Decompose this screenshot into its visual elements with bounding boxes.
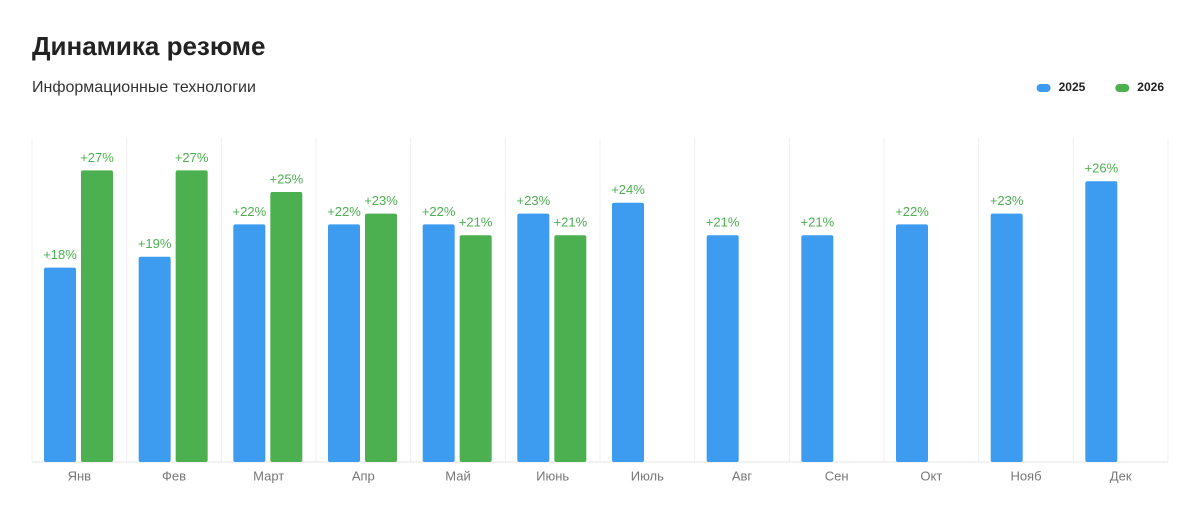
value-label: +26% (1085, 161, 1119, 176)
x-tick-label: Фев (162, 468, 186, 483)
value-label: +24% (611, 182, 645, 197)
bar (801, 235, 834, 462)
bar (365, 213, 397, 462)
value-label: +23% (517, 193, 551, 208)
x-tick-label: Окт (920, 468, 942, 483)
x-tick-label: Июнь (536, 468, 569, 483)
legend-label: 2026 (1137, 80, 1164, 94)
chart-title: Динамика резюме (32, 31, 265, 61)
x-tick-label: Дек (1110, 468, 1132, 483)
bar (554, 235, 587, 462)
bar (990, 213, 1023, 462)
bar (175, 170, 208, 462)
value-label: +22% (422, 204, 456, 219)
x-tick-label: Апр (352, 468, 375, 483)
value-label: +25% (270, 171, 304, 186)
value-label: +22% (895, 204, 929, 219)
bar (44, 267, 76, 462)
value-label: +23% (990, 193, 1024, 208)
legend-swatch (1115, 84, 1130, 92)
value-label: +22% (233, 204, 267, 219)
x-tick-label: Авг (732, 468, 753, 483)
value-label: +27% (80, 150, 114, 165)
value-label: +18% (43, 247, 77, 262)
value-label: +27% (175, 150, 209, 165)
bar (706, 235, 739, 462)
bar (328, 224, 360, 462)
x-tick-label: Май (445, 468, 470, 483)
value-label: +22% (327, 204, 361, 219)
bar (517, 213, 550, 462)
bar (233, 224, 266, 462)
bar (459, 235, 492, 462)
value-label: +23% (364, 193, 398, 208)
x-tick-label: Март (253, 468, 284, 483)
bar (81, 170, 113, 462)
x-tick-label: Июль (631, 468, 664, 483)
legend-label: 2025 (1059, 80, 1086, 94)
value-label: +21% (801, 215, 835, 230)
value-label: +21% (459, 215, 493, 230)
x-tick-label: Сен (825, 468, 849, 483)
bar (270, 192, 303, 462)
bar (1085, 181, 1118, 462)
value-label: +21% (554, 215, 588, 230)
value-label: +21% (706, 215, 740, 230)
bar (612, 202, 644, 463)
bar (896, 224, 928, 462)
x-tick-label: Янв (68, 468, 92, 483)
x-tick-label: Нояб (1010, 468, 1041, 483)
bar (138, 256, 171, 462)
legend-swatch (1036, 84, 1051, 92)
value-label: +19% (138, 236, 172, 251)
chart-subtitle: Информационные технологии (32, 79, 256, 96)
bar (422, 224, 455, 462)
legend: 2026 2025 (1036, 80, 1164, 94)
